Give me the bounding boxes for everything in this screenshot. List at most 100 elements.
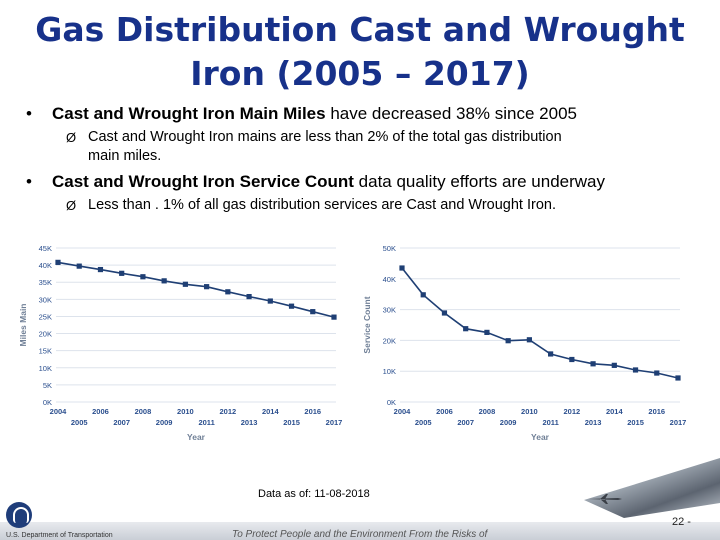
bullet-dot: • — [26, 172, 32, 191]
data-point — [590, 361, 596, 367]
data-point — [267, 298, 273, 304]
data-point — [569, 356, 575, 363]
y-tick-label: 20K — [383, 336, 396, 345]
x-tick-label: 2016 — [304, 407, 321, 416]
y-tick-label: 20K — [39, 330, 52, 339]
data-as-of-note: Data as of: 11-08-2018 — [258, 488, 370, 500]
y-tick-label: 25K — [39, 312, 52, 321]
x-tick-label: 2004 — [50, 407, 68, 416]
y-tick-label: 0K — [43, 398, 52, 407]
bullet-2-bold: Cast and Wrought Iron Service Count — [52, 172, 354, 191]
data-point — [463, 326, 469, 332]
data-point — [611, 362, 617, 368]
data-point — [119, 270, 125, 276]
data-point — [55, 259, 61, 265]
data-point — [675, 375, 681, 381]
data-point — [441, 310, 448, 316]
x-tick-label: 2010 — [177, 407, 194, 416]
x-tick-label: 2014 — [262, 407, 280, 416]
x-axis-title: Year — [187, 432, 206, 442]
x-tick-label: 2006 — [92, 407, 109, 416]
title-line-1: Gas Distribution Cast and Wrought — [35, 10, 685, 49]
x-tick-label: 2017 — [670, 418, 687, 427]
x-tick-label: 2010 — [521, 407, 538, 416]
footer-org-name: U.S. Department of Transportation — [6, 532, 113, 539]
data-point — [225, 289, 231, 295]
data-point — [204, 284, 210, 290]
x-axis-title: Year — [531, 432, 550, 442]
y-tick-label: 5K — [43, 381, 52, 390]
data-point — [548, 351, 554, 357]
x-tick-label: 2009 — [156, 418, 173, 427]
series-line — [57, 261, 335, 318]
data-point — [182, 281, 188, 287]
y-tick-label: 40K — [383, 275, 396, 284]
y-axis-title: Miles Main — [18, 304, 28, 347]
y-axis-title: Service Count — [362, 296, 372, 353]
x-tick-label: 2013 — [241, 418, 258, 427]
data-point — [288, 303, 295, 309]
bullet-service-count: • Cast and Wrought Iron Service Count dat… — [26, 172, 605, 192]
x-tick-label: 2011 — [198, 418, 214, 427]
data-point — [310, 309, 316, 315]
y-tick-label: 0K — [387, 398, 396, 407]
page-number: 22 - — [672, 516, 691, 528]
data-point — [420, 292, 426, 298]
y-tick-label: 50K — [383, 244, 396, 253]
data-point — [505, 338, 511, 344]
sub-bullet-2-line-1: Less than . 1% of all gas distribution s… — [88, 197, 557, 213]
data-point — [140, 274, 146, 280]
sub-bullet-1-line-1: Cast and Wrought Iron mains are less tha… — [88, 129, 562, 145]
data-point — [399, 265, 405, 271]
x-tick-label: 2011 — [542, 418, 558, 427]
dot-logo-icon — [6, 502, 32, 528]
series-line — [401, 267, 679, 379]
service-count-chart: 0K 10K 20K 30K 40K 50K 2004 2005 2006 2007 2008 200… — [356, 240, 692, 446]
y-tick-label: 45K — [39, 244, 52, 253]
x-tick-label: 2005 — [415, 418, 432, 427]
footer-gradient — [0, 522, 720, 540]
y-tick-label: 10K — [383, 367, 396, 376]
x-tick-label: 2006 — [436, 407, 453, 416]
x-tick-label: 2015 — [627, 418, 644, 427]
x-tick-label: 2007 — [113, 418, 130, 427]
data-point — [632, 367, 639, 373]
title-line-2: Iron (2005 – 2017) — [190, 54, 530, 93]
miles-main-chart: 0K 5K 10K 15K 20K 25K 30K 35K 40K 45K 2004 2005 2006… — [12, 240, 348, 446]
x-tick-label: 2008 — [135, 407, 152, 416]
x-tick-label: 2007 — [457, 418, 474, 427]
x-tick-label: 2012 — [220, 407, 237, 416]
data-point — [97, 266, 104, 273]
x-tick-label: 2017 — [326, 418, 343, 427]
data-point — [331, 314, 337, 320]
bullet-main-miles: • Cast and Wrought Iron Main Miles have d… — [26, 104, 577, 124]
data-point — [654, 370, 660, 376]
arrow-bullet-icon: Ø — [66, 198, 77, 213]
x-tick-label: 2009 — [500, 418, 517, 427]
bullet-dot: • — [26, 104, 32, 123]
footer-band — [0, 500, 720, 540]
sub-bullet-services: Ø Less than . 1% of all gas distribution… — [66, 196, 686, 215]
data-point — [76, 263, 82, 269]
data-point — [161, 278, 167, 284]
x-tick-label: 2012 — [564, 407, 581, 416]
y-tick-label: 40K — [39, 261, 52, 270]
x-tick-label: 2013 — [585, 418, 602, 427]
y-tick-label: 15K — [39, 347, 52, 356]
y-tick-label: 30K — [383, 306, 396, 315]
y-tick-label: 30K — [39, 295, 52, 304]
bullet-1-bold: Cast and Wrought Iron Main Miles — [52, 104, 326, 123]
x-tick-label: 2008 — [479, 407, 496, 416]
sub-bullet-1-line-2: main miles. — [88, 148, 162, 164]
bullet-1-text: have decreased 38% since 2005 — [325, 104, 577, 123]
slide-title: Gas Distribution Cast and Wrought Iron (… — [0, 8, 720, 96]
bullet-2-text: data quality efforts are underway — [353, 172, 605, 191]
x-tick-label: 2004 — [394, 407, 412, 416]
sub-bullet-mains: Ø Cast and Wrought Iron mains are less t… — [66, 128, 686, 166]
x-tick-label: 2005 — [71, 418, 88, 427]
data-point — [526, 337, 532, 343]
data-point — [246, 293, 252, 300]
y-tick-label: 35K — [39, 278, 52, 287]
